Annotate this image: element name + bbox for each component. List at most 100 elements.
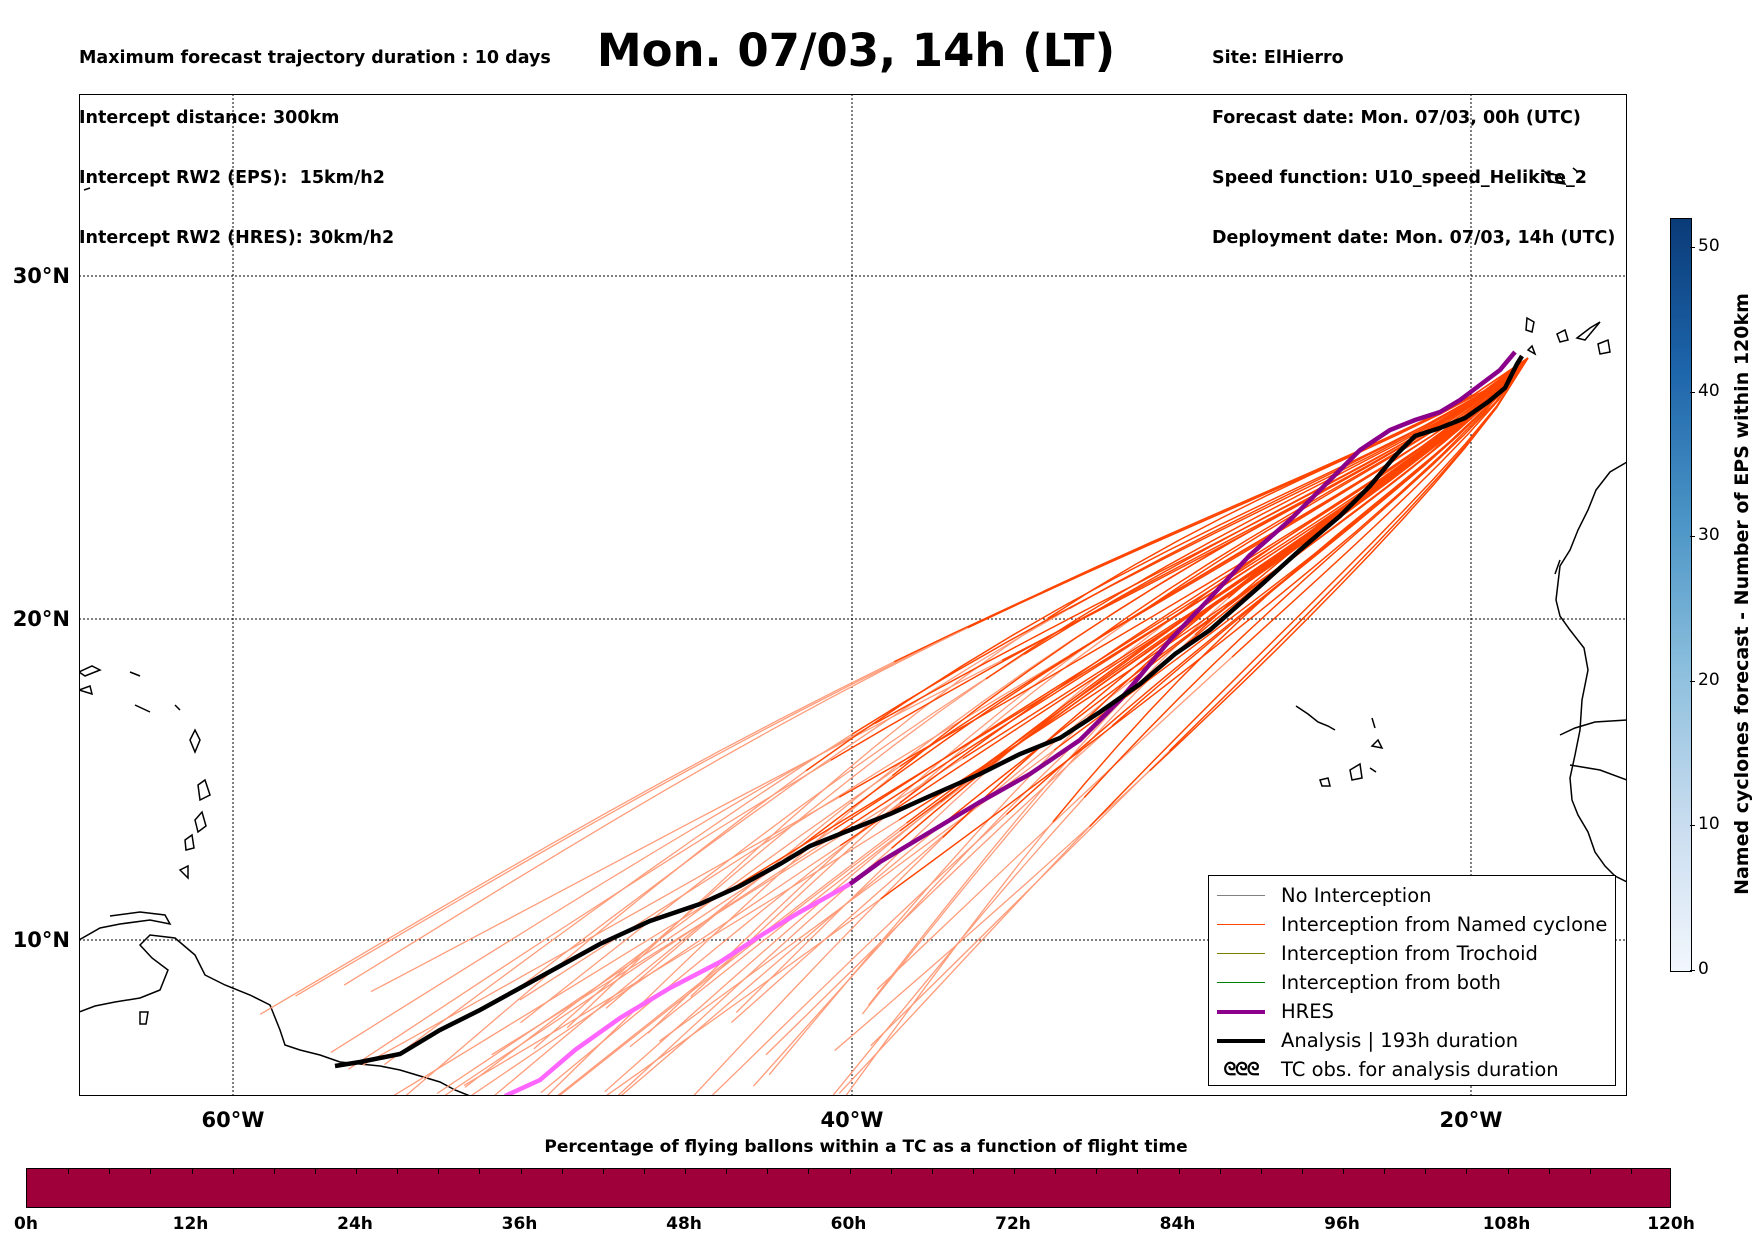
lat-label: 30°N — [12, 264, 70, 288]
eps-trajectory-intercepted — [1147, 357, 1529, 609]
hres-trajectory — [848, 350, 1517, 886]
colorbar-tick-mark — [1690, 680, 1695, 682]
flight-time-bar-segment — [561, 1169, 563, 1174]
legend-item: Interception from both — [1209, 968, 1615, 997]
flight-time-label: 84h — [1159, 1214, 1196, 1234]
flight-time-bar-segment — [931, 1169, 933, 1174]
flight-time-bar-segment — [602, 1169, 604, 1174]
eps-trajectory-intercepted — [940, 357, 1529, 803]
colorbar-tick-mark — [1690, 391, 1695, 393]
flight-time-label: 60h — [830, 1214, 867, 1234]
flight-time-label: 36h — [501, 1214, 538, 1234]
lon-label: 20°W — [1439, 1108, 1503, 1132]
flight-time-bar-segment — [849, 1169, 851, 1174]
africa-inset — [1554, 559, 1627, 781]
flight-time-bar-segment — [1219, 1169, 1221, 1174]
colorbar-tick-label: 20 — [1698, 669, 1720, 690]
info-line: Deployment date: Mon. 07/03, 14h (UTC) — [1212, 228, 1616, 248]
west-africa-coast — [1555, 461, 1627, 883]
flight-time-bar-segment — [356, 1169, 357, 1174]
south-america-coast — [79, 934, 471, 1096]
flight-time-bar-segment — [972, 1169, 974, 1174]
flight-time-label: 120h — [1647, 1214, 1695, 1234]
flight-time-bar-segment — [1343, 1169, 1344, 1174]
flight-time-bar-segment — [1137, 1169, 1139, 1174]
flight-time-bar-segment — [314, 1169, 316, 1174]
colorbar-tick-label: 50 — [1698, 235, 1720, 256]
forecast-info-right: Site: ElHierro Forecast date: Mon. 07/03… — [1212, 8, 1615, 268]
coastlines — [79, 167, 1627, 1096]
colorbar-tick-label: 40 — [1698, 380, 1720, 401]
legend-item: HRES — [1209, 997, 1615, 1026]
eps-trajectory-intercepted — [1231, 357, 1529, 658]
eps-trajectory-intercepted — [1149, 357, 1529, 772]
legend-label: Analysis | 193h duration — [1281, 1029, 1519, 1052]
flight-time-bar-segment — [808, 1169, 810, 1174]
legend-label: Interception from Trochoid — [1281, 942, 1538, 965]
colorbar-tick-label: 10 — [1698, 814, 1720, 835]
eps-trajectory-intercepted — [880, 357, 1529, 900]
eps-trajectory-intercepted — [799, 357, 1529, 848]
legend-swatch-no-interception — [1217, 895, 1265, 896]
flight-time-bar — [26, 1168, 1671, 1208]
flight-time-bar-segment — [397, 1169, 399, 1174]
eps-trajectory-intercepted — [1006, 357, 1529, 816]
flight-time-bar-segment — [767, 1169, 769, 1174]
info-line: Intercept RW2 (EPS): 15km/h2 — [79, 168, 385, 188]
lat-label: 10°N — [12, 928, 70, 952]
flight-time-bar-segment — [1014, 1169, 1015, 1174]
info-line: Intercept RW2 (HRES): 30km/h2 — [79, 228, 395, 248]
legend-item: Interception from Named cyclone — [1209, 910, 1615, 939]
flight-time-label: 108h — [1482, 1214, 1531, 1234]
flight-time-bar-segment — [1178, 1169, 1180, 1174]
eps-trajectory-intercepted — [805, 357, 1529, 772]
flight-time-bar-segment — [109, 1169, 111, 1174]
flight-time-bar-segment — [191, 1169, 193, 1174]
eps-trajectory-intercepted — [985, 357, 1529, 680]
flight-time-label: 24h — [337, 1214, 373, 1234]
flight-time-label: 12h — [172, 1214, 209, 1234]
eps-trajectory-intercepted — [1037, 357, 1529, 731]
flight-time-bar-segment — [1425, 1169, 1427, 1174]
eps-trajectory-intercepted — [1047, 357, 1529, 620]
flight-time-bar-segment — [273, 1169, 275, 1174]
colorbar-tick-mark — [1690, 246, 1695, 248]
virgin-islands — [129, 671, 181, 713]
flight-time-bar-segment — [1055, 1169, 1057, 1174]
flight-time-bar-segment — [1589, 1169, 1591, 1174]
flight-time-bar-segment — [1260, 1169, 1262, 1174]
legend-swatch-hres — [1217, 1009, 1265, 1014]
eps-trajectory-intercepted — [1169, 357, 1529, 752]
cyclone-icon: ᘓᘓᘓ — [1223, 1059, 1259, 1080]
eps-trajectory-intercepted — [832, 357, 1529, 838]
info-line: Speed function: U10_speed_Helikite_2 — [1212, 168, 1587, 188]
legend-label: No Interception — [1281, 884, 1432, 907]
flight-time-label: 0h — [14, 1214, 38, 1234]
legend-swatch-both — [1217, 982, 1265, 983]
legend-swatch-named-cyclone — [1217, 924, 1265, 925]
eps-trajectory-intercepted — [874, 357, 1529, 725]
colorbar-tick-label: 0 — [1698, 959, 1709, 979]
flight-time-bar-segment — [1301, 1169, 1303, 1174]
lon-label: 60°W — [201, 1108, 265, 1132]
legend-item: No Interception — [1209, 881, 1615, 910]
legend-swatch-analysis — [1217, 1038, 1265, 1043]
lat-label: 20°N — [12, 607, 70, 631]
trinidad — [139, 1011, 149, 1025]
flight-time-bar-segment — [68, 1169, 70, 1174]
flight-time-label: 96h — [1324, 1214, 1360, 1234]
flight-time-bar-segment — [1630, 1169, 1632, 1174]
flight-time-bar-segment — [479, 1169, 481, 1174]
colorbar-tick-label: 30 — [1698, 525, 1720, 546]
caribbean-coast — [79, 911, 172, 941]
info-line: Maximum forecast trajectory duration : 1… — [79, 48, 551, 68]
flight-time-bar-segment — [1466, 1169, 1468, 1174]
flight-time-bar-segment — [1548, 1169, 1550, 1174]
flight-time-bar-segment — [726, 1169, 728, 1174]
madeira — [1543, 167, 1579, 185]
lon-label: 40°W — [820, 1108, 884, 1132]
legend-item: Analysis | 193h duration — [1209, 1026, 1615, 1055]
eps-trajectory-intercepted — [899, 357, 1529, 767]
colorbar-tick-mark — [1690, 825, 1695, 827]
